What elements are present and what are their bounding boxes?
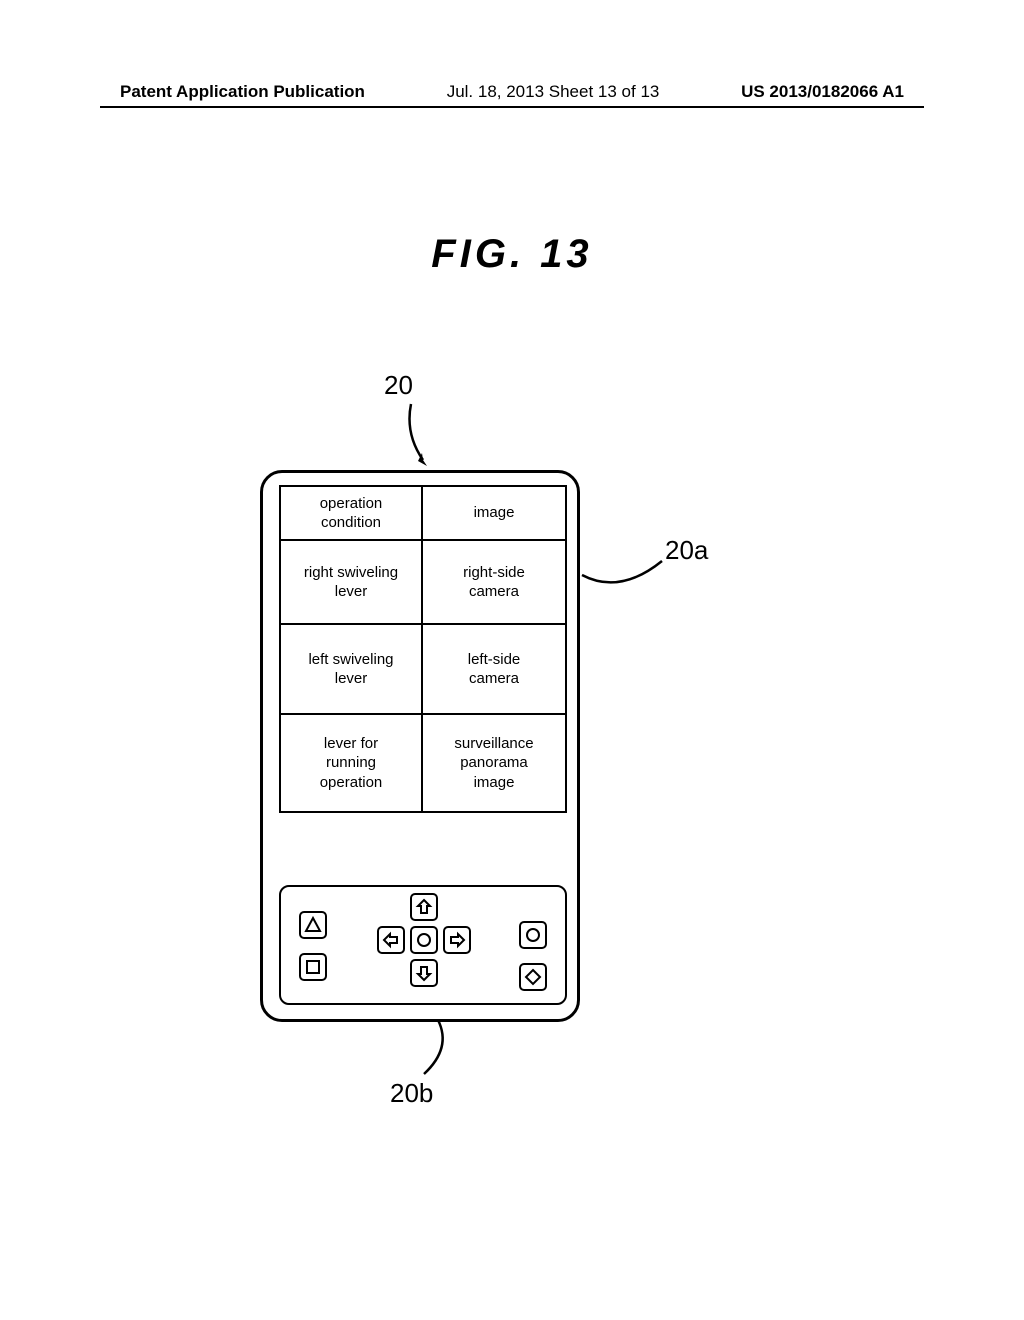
dpad-center-button[interactable]: [410, 926, 438, 954]
dpad-left-button[interactable]: [377, 926, 405, 954]
table-row: right swiveling lever right-side camera: [279, 539, 567, 623]
leader-arrow-20: [405, 400, 445, 480]
dpad-up-button[interactable]: [410, 893, 438, 921]
reference-20a: 20a: [665, 535, 708, 566]
table-cell: left swiveling lever: [281, 625, 423, 713]
page-header: Patent Application Publication Jul. 18, …: [0, 82, 1024, 102]
table-cell: right-side camera: [423, 541, 565, 623]
header-right: US 2013/0182066 A1: [741, 82, 904, 102]
leader-line-20b: [418, 1018, 458, 1078]
settings-table: operation condition image right swivelin…: [279, 485, 567, 813]
diamond-button[interactable]: [519, 963, 547, 991]
square-button[interactable]: [299, 953, 327, 981]
left-button-group: [299, 911, 327, 981]
table-cell: lever for running operation: [281, 715, 423, 811]
dpad-right-button[interactable]: [443, 926, 471, 954]
dpad: [377, 893, 471, 987]
dpad-down-button[interactable]: [410, 959, 438, 987]
table-row: operation condition image: [279, 485, 567, 539]
table-cell: operation condition: [281, 487, 423, 539]
table-row: lever for running operation surveillance…: [279, 713, 567, 813]
button-panel: [279, 885, 567, 1005]
figure-title: FIG. 13: [0, 232, 1024, 277]
device-frame: operation condition image right swivelin…: [260, 470, 580, 1022]
right-button-group: [519, 921, 547, 991]
header-left: Patent Application Publication: [120, 82, 365, 102]
leader-line-20a: [580, 555, 670, 595]
header-mid: Jul. 18, 2013 Sheet 13 of 13: [447, 82, 660, 102]
table-row: left swiveling lever left-side camera: [279, 623, 567, 713]
reference-20: 20: [384, 370, 413, 401]
table-cell: image: [423, 487, 565, 539]
table-cell: surveillance panorama image: [423, 715, 565, 811]
table-cell: right swiveling lever: [281, 541, 423, 623]
circle-button[interactable]: [519, 921, 547, 949]
triangle-button[interactable]: [299, 911, 327, 939]
table-cell: left-side camera: [423, 625, 565, 713]
header-rule: [100, 106, 924, 108]
reference-20b: 20b: [390, 1078, 433, 1109]
